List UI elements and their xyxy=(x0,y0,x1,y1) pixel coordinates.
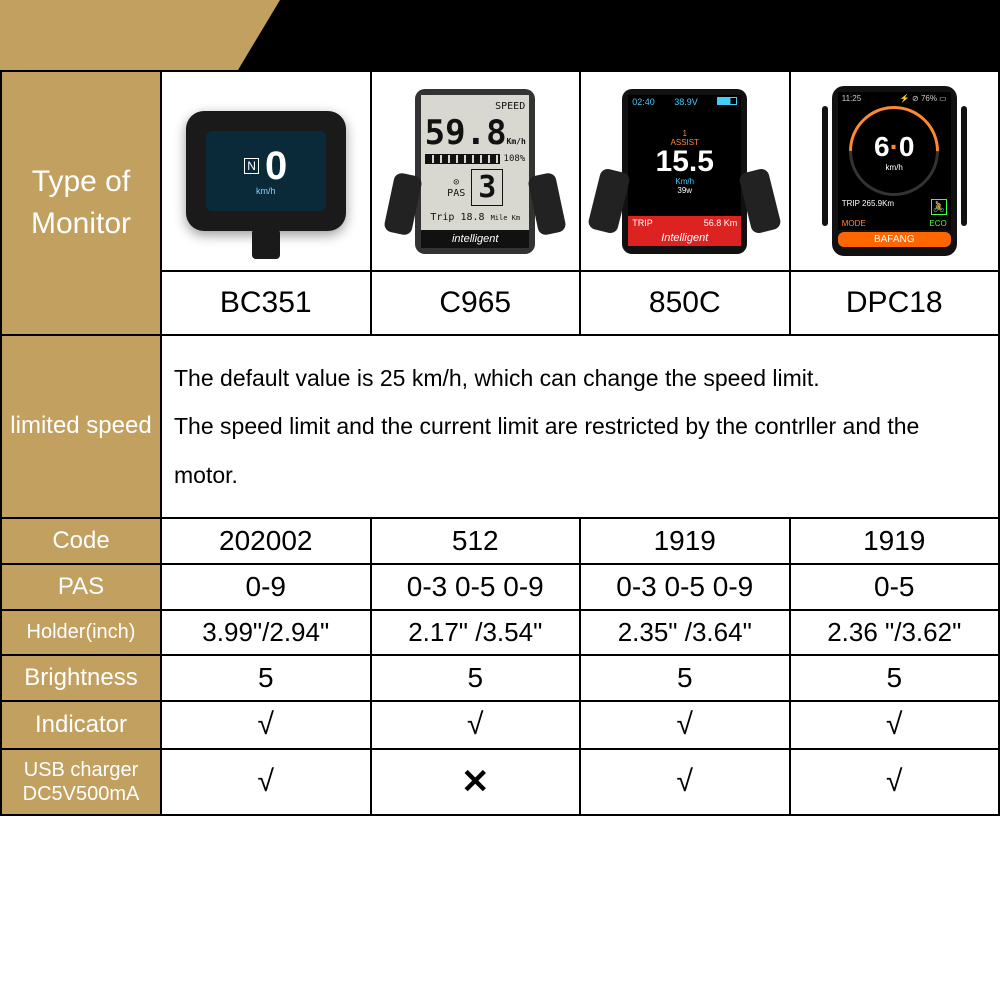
holder-3: 2.36 "/3.62" xyxy=(790,610,1000,655)
type-of-monitor-label: Type of Monitor xyxy=(1,71,161,335)
limited-speed-line1: The default value is 25 km/h, which can … xyxy=(174,354,986,402)
c965-pas: 3 xyxy=(471,169,503,206)
usb-0: √ xyxy=(161,749,371,815)
dpc18-trip: 265.9Km xyxy=(862,199,894,208)
850c-time: 02:40 xyxy=(632,97,655,107)
holder-1: 2.17" /3.54" xyxy=(371,610,581,655)
dpc18-brand: BAFANG xyxy=(838,232,951,247)
indicator-2: √ xyxy=(580,701,790,749)
code-3: 1919 xyxy=(790,518,1000,564)
comparison-table: Type of Monitor N 0 km/h xyxy=(0,70,1000,816)
pas-3: 0-5 xyxy=(790,564,1000,610)
c965-speed: 59.8 xyxy=(425,113,507,153)
limited-speed-desc: The default value is 25 km/h, which can … xyxy=(161,335,999,518)
bc351-badge: N xyxy=(244,158,259,174)
top-banner xyxy=(0,0,1000,70)
c965-speed-label: SPEED xyxy=(495,101,525,112)
label-usb: USB charger DC5V500mA xyxy=(1,749,161,815)
brightness-1: 5 xyxy=(371,655,581,701)
monitor-image-c965: SPEED 59.8Km/h 108% ⊙PAS3 Trip 18.8 Mile… xyxy=(371,71,581,271)
row-limited-speed: limited speed The default value is 25 km… xyxy=(1,335,999,518)
850c-brand: Intelligent xyxy=(628,230,741,246)
code-2: 1919 xyxy=(580,518,790,564)
usb-3: √ xyxy=(790,749,1000,815)
row-code: Code 202002 512 1919 1919 xyxy=(1,518,999,564)
bc351-unit: km/h xyxy=(256,186,276,196)
indicator-0: √ xyxy=(161,701,371,749)
row-usb: USB charger DC5V500mA √ ✕ √ √ xyxy=(1,749,999,815)
850c-voltage: 38.9V xyxy=(674,97,698,107)
dpc18-speed: 6·0km/h xyxy=(874,131,914,172)
limited-speed-line2: The speed limit and the current limit ar… xyxy=(174,402,986,499)
brightness-3: 5 xyxy=(790,655,1000,701)
name-c965: C965 xyxy=(371,271,581,335)
monitor-image-bc351: N 0 km/h xyxy=(161,71,371,271)
code-1: 512 xyxy=(371,518,581,564)
name-bc351: BC351 xyxy=(161,271,371,335)
dpc18-eco-icon: 🚴 xyxy=(931,199,947,215)
c965-trip: 18.8 xyxy=(460,212,484,223)
row-pas: PAS 0-9 0-3 0-5 0-9 0-3 0-5 0-9 0-5 xyxy=(1,564,999,610)
dpc18-eco: ECO xyxy=(929,219,946,228)
usb-2: √ xyxy=(580,749,790,815)
label-code: Code xyxy=(1,518,161,564)
usb-1: ✕ xyxy=(371,749,581,815)
holder-0: 3.99"/2.94" xyxy=(161,610,371,655)
label-brightness: Brightness xyxy=(1,655,161,701)
code-0: 202002 xyxy=(161,518,371,564)
holder-2: 2.35" /3.64" xyxy=(580,610,790,655)
dpc18-time: 11:25 xyxy=(842,94,861,103)
dpc18-battery: 76% xyxy=(921,94,937,103)
name-dpc18: DPC18 xyxy=(790,271,1000,335)
row-brightness: Brightness 5 5 5 5 xyxy=(1,655,999,701)
850c-battery-icon xyxy=(717,97,737,105)
label-pas: PAS xyxy=(1,564,161,610)
pas-1: 0-3 0-5 0-9 xyxy=(371,564,581,610)
label-indicator: Indicator xyxy=(1,701,161,749)
850c-trip: 56.8 Km xyxy=(704,218,738,228)
brightness-2: 5 xyxy=(580,655,790,701)
indicator-1: √ xyxy=(371,701,581,749)
monitor-image-row: Type of Monitor N 0 km/h xyxy=(1,71,999,271)
row-indicator: Indicator √ √ √ √ xyxy=(1,701,999,749)
c965-battery: 108% xyxy=(504,154,526,164)
indicator-3: √ xyxy=(790,701,1000,749)
monitor-image-850c: 02:4038.9V 1ASSIST 15.5 Km/h 39w TRIP56.… xyxy=(580,71,790,271)
850c-speed: 15.5 xyxy=(656,147,714,177)
label-limited-speed: limited speed xyxy=(1,335,161,518)
850c-watt: 39w xyxy=(677,186,692,195)
pas-0: 0-9 xyxy=(161,564,371,610)
monitor-image-dpc18: 11:25⚡ ⊘ 76% ▭ 6·0km/h TRIP 265.9Km 🚴 MO… xyxy=(790,71,1000,271)
c965-brand: intelligent xyxy=(421,230,529,248)
pas-2: 0-3 0-5 0-9 xyxy=(580,564,790,610)
bc351-speed: 0 xyxy=(265,146,287,186)
label-holder: Holder(inch) xyxy=(1,610,161,655)
row-holder: Holder(inch) 3.99"/2.94" 2.17" /3.54" 2.… xyxy=(1,610,999,655)
name-850c: 850C xyxy=(580,271,790,335)
brightness-0: 5 xyxy=(161,655,371,701)
